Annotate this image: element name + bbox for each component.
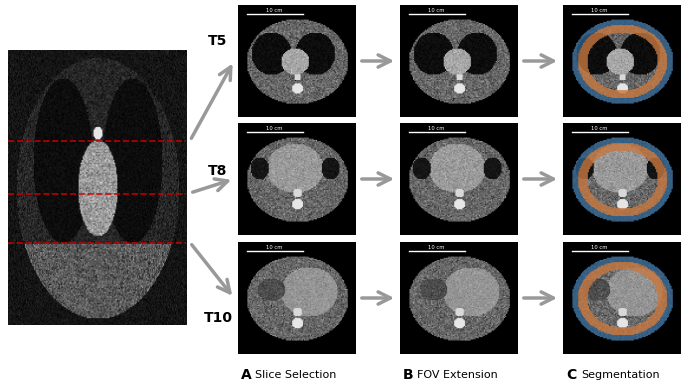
Text: FOV Extension: FOV Extension	[417, 370, 498, 380]
Text: Segmentation: Segmentation	[581, 370, 660, 380]
Text: A: A	[241, 368, 251, 382]
Text: Slice Selection: Slice Selection	[255, 370, 336, 380]
Text: 10 cm: 10 cm	[428, 126, 444, 131]
Text: B: B	[402, 368, 413, 382]
Text: C: C	[566, 368, 576, 382]
Text: 10 cm: 10 cm	[592, 126, 608, 131]
Text: T10: T10	[204, 311, 232, 325]
Text: T8: T8	[209, 164, 228, 178]
Text: T5: T5	[209, 34, 228, 48]
Text: 10 cm: 10 cm	[428, 8, 444, 13]
Text: 10 cm: 10 cm	[266, 245, 283, 250]
Text: 10 cm: 10 cm	[266, 126, 283, 131]
Text: 10 cm: 10 cm	[266, 8, 283, 13]
Text: 10 cm: 10 cm	[592, 8, 608, 13]
Text: 10 cm: 10 cm	[592, 245, 608, 250]
Text: 10 cm: 10 cm	[428, 245, 444, 250]
